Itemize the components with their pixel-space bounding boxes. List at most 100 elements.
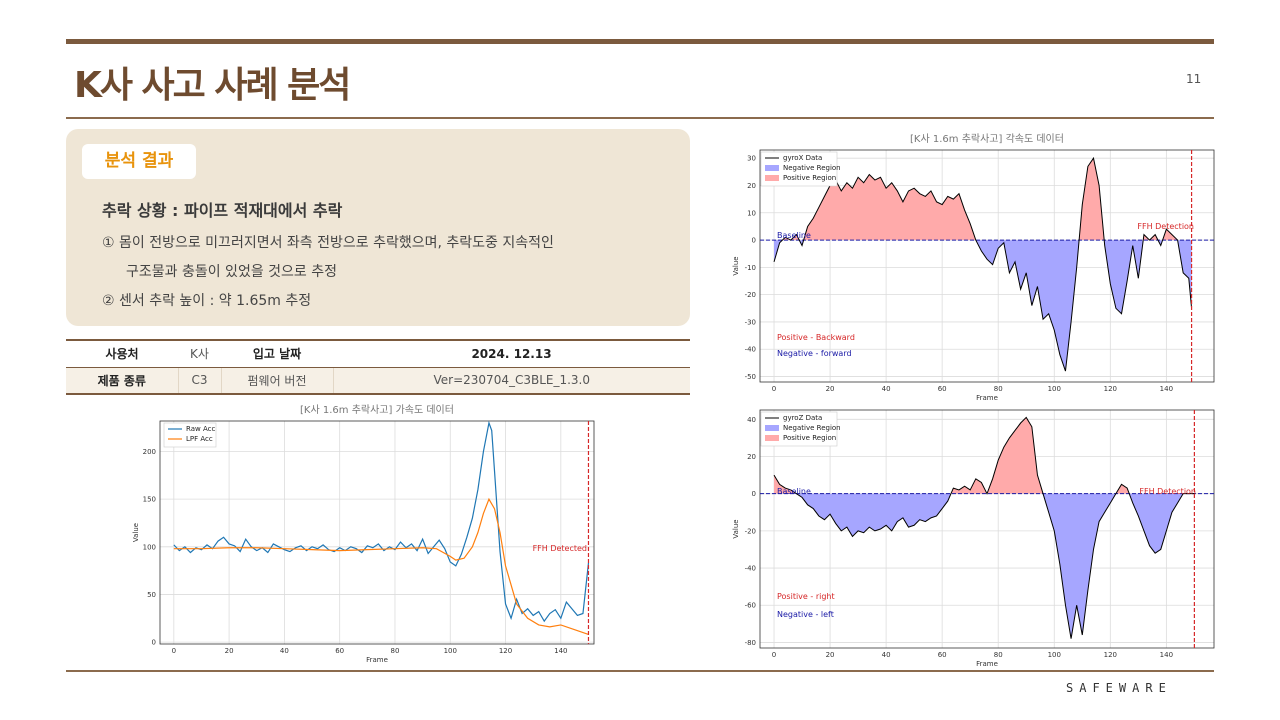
y-tick-label: 50 [147,591,156,599]
gyrox-chart: [K사 1.6m 추락사고] 각속도 데이터 0 20 40 60 80 100 120 140… [728,126,1218,410]
y-axis-label: Value [732,256,740,275]
y-tick-label: 0 [752,490,756,498]
x-tick-label: 60 [938,651,947,659]
legend-label: Positive Region [783,434,836,442]
page-title: K사 사고 사례 분석 [74,65,351,106]
series-line [773,156,1193,372]
x-tick-label: 20 [225,647,234,655]
legend-box [163,422,217,448]
y-tick-label: 40 [747,416,756,424]
y-axis-label: Value [132,523,140,542]
chart-annotation: Negative - forward [777,349,852,358]
title-divider [66,117,1214,119]
x-tick-label: 20 [826,651,835,659]
x-tick-label: 80 [994,385,1003,393]
chart-title: [K사 1.6m 추락사고] 각속도 데이터 [910,133,1064,145]
x-axis-label: Frame [976,394,998,402]
plot-frame [759,409,1215,649]
series-line [173,420,590,623]
x-tick-label: 140 [1160,385,1173,393]
x-tick-label: 0 [772,385,776,393]
y-tick-label: 20 [747,182,756,190]
acc-chart: [K사 1.6m 추락사고] 가속도 데이터 0 20 40 60 80 100 120 140… [128,399,600,667]
x-tick-label: 80 [391,647,400,655]
analysis-tag: 분석 결과 [82,144,196,179]
y-tick-label: 30 [747,155,756,163]
legend-label: Raw Acc [186,425,215,433]
x-tick-label: 40 [280,647,289,655]
chart-annotation: Positive - right [777,592,835,601]
x-tick-label: 140 [554,647,567,655]
y-tick-label: 150 [143,496,156,504]
y-tick-label: -60 [745,602,756,610]
legend-label: Negative Region [783,164,841,172]
y-tick-label: 20 [747,453,756,461]
legend-swatch [765,425,779,431]
y-tick-label: -40 [745,346,756,354]
series-line [173,497,589,636]
gyroz-chart-svg: 0 20 40 60 80 100 120 140 40 20 0 -20 -40 -60 -80 Frame… [732,409,1215,668]
x-axis-label: Frame [366,656,388,664]
legend-swatch [765,435,779,441]
x-tick-label: 60 [938,385,947,393]
legend-label: Negative Region [783,424,841,432]
x-tick-label: 100 [444,647,457,655]
chart-annotation: FFH Detected [533,544,587,553]
plot-frame [759,149,1215,383]
table-row: 사용처 K사 입고 날짜 2024. 12.13 [66,339,690,368]
y-tick-label: 10 [747,209,756,217]
table-row: 제품 종류 C3 펌웨어 버전 Ver=230704_C3BLE_1.3.0 [66,367,690,395]
chart-annotation: Baseline [777,231,811,240]
x-tick-label: 120 [1104,651,1117,659]
y-axis-label: Value [732,519,740,538]
x-tick-label: 100 [1048,385,1061,393]
chart-title: [K사 1.6m 추락사고] 가속도 데이터 [300,404,454,416]
legend-swatch [765,175,779,181]
table-cell: Ver=230704_C3BLE_1.3.0 [332,367,690,395]
table-cell: 제품 종류 [66,367,178,395]
x-tick-label: 100 [1048,651,1061,659]
chart-annotation: Baseline [777,487,811,496]
series-line [773,416,1195,639]
table-cell: 펌웨어 버전 [220,367,334,395]
table-cell: 2024. 12.13 [333,339,690,368]
table-cell: 입고 날짜 [221,339,334,368]
brand-logo: SAFEWARE [1066,681,1172,695]
y-tick-label: -40 [745,565,756,573]
table-cell: K사 [178,339,222,368]
chart-annotation: Negative - left [777,610,834,619]
chart-annotation: FFH Detection [1137,222,1194,231]
y-tick-label: -10 [745,264,756,272]
x-tick-label: 40 [882,385,891,393]
table-cell: C3 [177,367,222,395]
x-tick-label: 120 [499,647,512,655]
legend-label: LPF Acc [186,435,213,443]
x-tick-label: 60 [335,647,344,655]
x-tick-label: 80 [994,651,1003,659]
analysis-item-1-cont: 구조물과 충돌이 있었을 것으로 추정 [126,264,337,280]
x-tick-label: 40 [882,651,891,659]
chart-annotation: FFH Detection [1139,487,1196,496]
y-tick-label: 0 [152,639,156,647]
analysis-panel: 분석 결과 추락 상황 : 파이프 적재대에서 추락 ① 몸이 전방으로 미끄러… [66,129,690,326]
x-tick-label: 120 [1104,385,1117,393]
plot-frame [159,420,595,645]
chart-annotation: Positive - Backward [777,333,855,342]
legend-label: Positive Region [783,174,836,182]
bottom-divider [66,670,1214,672]
y-tick-label: -80 [745,639,756,647]
y-tick-label: 200 [143,448,156,456]
gyroz-chart: 0 20 40 60 80 100 120 140 40 20 0 -20 -40 -60 -80 Frame… [728,408,1218,670]
x-axis-label: Frame [976,660,998,668]
legend-swatch [765,165,779,171]
analysis-item-1: ① 몸이 전방으로 미끄러지면서 좌측 전방으로 추락했으며, 추락도중 지속적… [102,235,554,251]
acc-chart-svg: [K사 1.6m 추락사고] 가속도 데이터 0 20 40 60 80 100 120 140… [132,404,595,664]
page-number: 11 [1186,72,1202,86]
table-cell: 사용처 [66,339,178,368]
y-tick-label: -20 [745,291,756,299]
x-tick-label: 140 [1160,651,1173,659]
x-tick-label: 20 [826,385,835,393]
product-info-table: 사용처 K사 입고 날짜 2024. 12.13 제품 종류 C3 펌웨어 버전… [66,339,690,395]
legend-label: gyroX Data [783,154,822,162]
analysis-item-2: ② 센서 추락 높이 : 약 1.65m 추정 [102,293,312,309]
